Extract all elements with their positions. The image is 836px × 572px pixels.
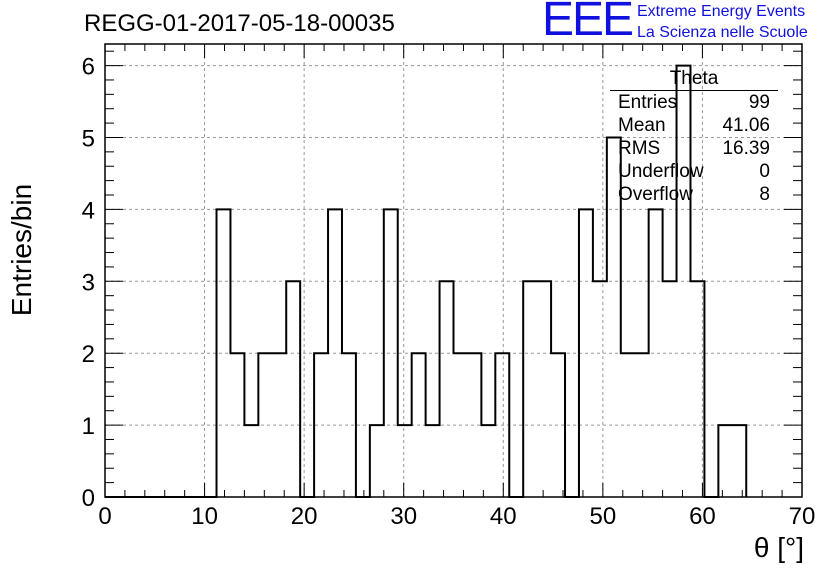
histogram-bin (481, 425, 495, 497)
plot-frame (104, 43, 803, 498)
histogram-bin (593, 281, 607, 497)
histogram-line (105, 64, 748, 498)
stats-value: 16.39 (722, 138, 770, 159)
histogram-bin (732, 425, 746, 497)
histogram-bin (286, 281, 300, 497)
stats-row-entries: Entries 99 (610, 91, 778, 114)
histogram-bin (440, 281, 454, 497)
logo-line-1: Extreme Energy Events (637, 3, 806, 20)
x-tick-label: 50 (590, 503, 617, 530)
stats-value: 8 (759, 184, 770, 205)
stats-row-underflow: Underflow 0 (610, 160, 778, 183)
stats-title: Theta (610, 68, 778, 91)
y-tick-label: 1 (82, 413, 95, 440)
stats-value: 0 (759, 161, 770, 182)
x-tick-label: 60 (689, 503, 716, 530)
histogram-bin (258, 353, 272, 497)
stats-label: Entries (618, 92, 678, 113)
stats-row-overflow: Overflow 8 (610, 183, 778, 206)
x-axis-label: θ [°] (753, 532, 804, 563)
histogram-bin (217, 209, 231, 497)
logo-mark: EEE (542, 0, 634, 46)
x-tick-label: 20 (291, 503, 318, 530)
stats-label: Overflow (618, 184, 693, 205)
x-tick-label: 10 (191, 503, 218, 530)
histogram-bin (537, 281, 551, 497)
stats-label: RMS (618, 138, 661, 159)
histogram-bin (649, 209, 663, 497)
stats-value: 41.06 (722, 115, 770, 136)
stats-label: Underflow (618, 161, 704, 182)
stats-row-mean: Mean 41.06 (610, 114, 778, 137)
chart-title: REGG-01-2017-05-18-00035 (84, 10, 395, 37)
histogram-bin (244, 425, 258, 497)
y-tick-label: 6 (82, 54, 95, 81)
histogram-bin (663, 281, 677, 497)
histogram-bin (398, 425, 412, 497)
x-tick-label: 70 (789, 503, 816, 530)
histogram-bin (718, 425, 732, 497)
stats-label: Mean (618, 115, 666, 136)
histogram-bin (426, 425, 440, 497)
y-tick-label: 3 (82, 269, 95, 296)
histogram-bin (370, 425, 384, 497)
stats-value: 99 (748, 92, 770, 113)
x-tick-label: 30 (390, 503, 417, 530)
x-tick-label: 40 (490, 503, 517, 530)
histogram-bin (523, 281, 537, 497)
logo-line-2: La Scienza nelle Scuole (637, 24, 808, 41)
stats-row-rms: RMS 16.39 (610, 137, 778, 160)
y-tick-label: 4 (82, 197, 95, 224)
y-tick-label: 0 (82, 485, 95, 512)
x-tick-label: 0 (98, 503, 111, 530)
y-tick-label: 2 (82, 341, 95, 368)
y-tick-label: 5 (82, 125, 95, 152)
stats-box: Theta Entries 99 Mean 41.06 RMS 16.39 Un… (610, 68, 778, 206)
